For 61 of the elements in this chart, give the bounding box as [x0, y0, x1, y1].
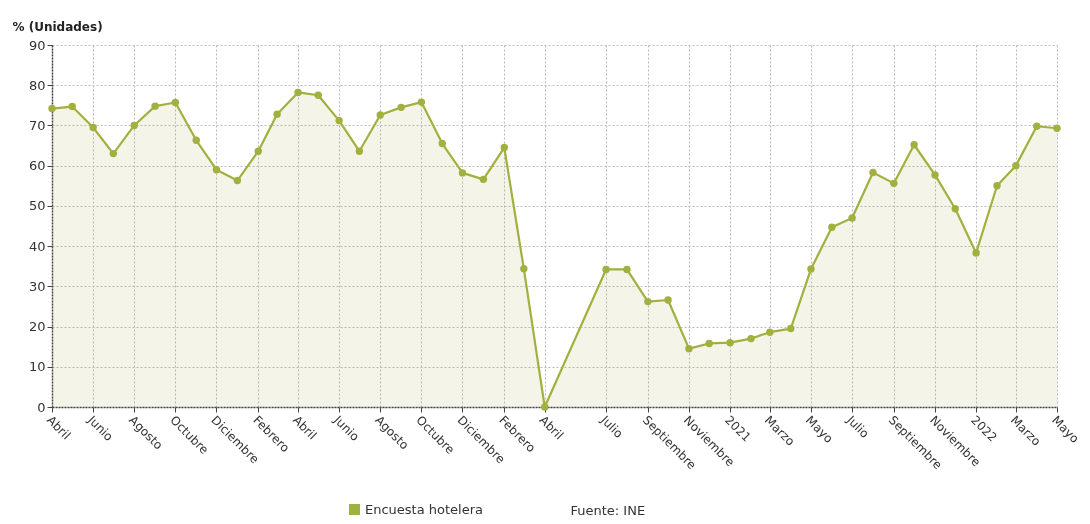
y-tick-label: 80	[28, 77, 46, 93]
source-note: Fuente: INE	[570, 503, 646, 518]
y-tick-label: 20	[28, 319, 46, 335]
legend-label: Encuesta hotelera	[365, 501, 484, 517]
point	[130, 121, 138, 130]
point	[233, 176, 242, 185]
y-tick-label: 10	[28, 359, 46, 375]
point	[1033, 122, 1041, 130]
point	[726, 338, 734, 347]
point	[273, 110, 281, 118]
point	[397, 103, 405, 112]
y-tick-label: 30	[28, 278, 46, 294]
y-tick-label: 70	[28, 117, 46, 133]
point	[458, 169, 467, 177]
point	[376, 111, 384, 119]
point	[1053, 124, 1061, 132]
point	[171, 98, 180, 107]
point	[910, 141, 918, 149]
point	[68, 102, 76, 111]
point	[828, 223, 836, 231]
y-tick-label: 40	[28, 238, 46, 254]
point	[869, 168, 877, 177]
point	[993, 182, 1001, 190]
point	[89, 123, 97, 132]
y-tick-label: 0	[37, 399, 46, 415]
point	[314, 91, 322, 99]
point	[807, 265, 815, 273]
point	[664, 296, 672, 304]
point	[109, 149, 118, 158]
y-tick-label: 50	[28, 198, 46, 214]
point	[931, 171, 939, 179]
y-tick-label: 60	[28, 158, 46, 174]
point	[294, 88, 302, 97]
point	[335, 116, 343, 125]
point	[254, 147, 262, 155]
point	[848, 214, 856, 222]
point	[500, 143, 508, 152]
y-tick-label: 90	[28, 37, 46, 53]
point	[417, 98, 426, 106]
point	[192, 136, 200, 145]
point	[747, 334, 755, 343]
point	[951, 205, 959, 213]
point	[644, 297, 652, 306]
point	[890, 179, 898, 188]
point	[766, 328, 774, 336]
point	[972, 249, 980, 257]
point	[541, 403, 549, 411]
point	[685, 344, 693, 353]
point	[602, 265, 610, 274]
point	[1012, 161, 1020, 170]
point	[212, 165, 221, 174]
y-axis-title: % (Unidades)	[12, 19, 103, 34]
point	[48, 104, 56, 113]
point	[520, 264, 528, 273]
point	[355, 147, 364, 155]
point	[705, 339, 713, 348]
point	[438, 139, 446, 148]
point	[479, 175, 488, 184]
point	[787, 324, 795, 333]
point	[623, 265, 631, 274]
point	[151, 102, 159, 110]
